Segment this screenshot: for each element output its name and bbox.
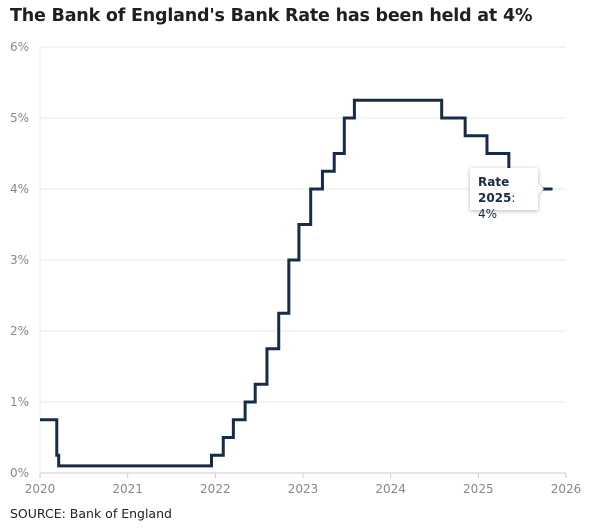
tooltip-row: 2025: 4% [478, 191, 516, 221]
x-tick-label: 2020 [25, 482, 56, 496]
x-tick-label: 2024 [375, 482, 406, 496]
y-tick-label: 1% [10, 395, 29, 409]
y-tick-label: 6% [10, 40, 29, 54]
data-tooltip: Rate 2025: 4% [470, 168, 538, 221]
rate-series-line [40, 98, 553, 468]
chart-title: The Bank of England's Bank Rate has been… [10, 6, 533, 26]
x-tick-label: 2026 [551, 482, 582, 496]
series-lines [40, 98, 553, 468]
y-tick-label: 3% [10, 253, 29, 267]
gridlines [39, 46, 567, 478]
x-tick-label: 2023 [288, 482, 319, 496]
y-tick-label: 4% [10, 182, 29, 196]
y-axis-ticks: 0% 1% 2% 3% 4% 5% 6% [10, 40, 29, 480]
y-tick-label: 2% [10, 324, 29, 338]
tooltip-pointer [538, 184, 544, 194]
tooltip-year: 2025 [478, 191, 512, 205]
x-tick-label: 2025 [463, 482, 494, 496]
x-tick-label: 2021 [112, 482, 143, 496]
tooltip-series-name: Rate [478, 175, 510, 189]
tooltip-value: 4% [478, 207, 498, 221]
source-note: SOURCE: Bank of England [10, 506, 172, 521]
x-tick-label: 2022 [200, 482, 231, 496]
y-tick-label: 5% [10, 111, 29, 125]
x-axis-ticks: 2020 2021 2022 2023 2024 2025 2026 [25, 482, 582, 496]
y-tick-label: 0% [10, 466, 29, 480]
